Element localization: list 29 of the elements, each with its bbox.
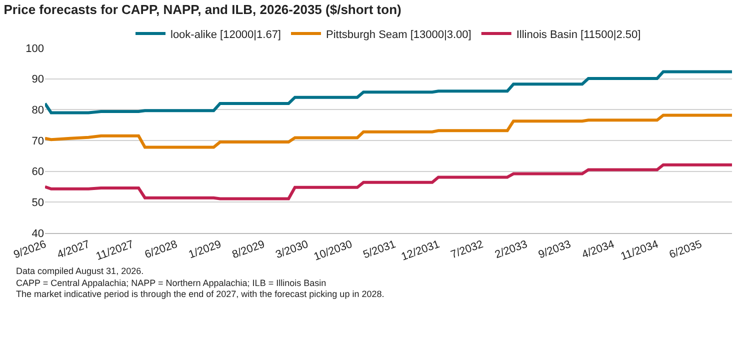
x-tick-label: 4/2034 bbox=[580, 238, 616, 262]
text: The market indicative period is through the end of 2027, with the forecast picking up in 2028. bbox=[16, 289, 384, 299]
text: Data compiled August 31, 2026. bbox=[16, 266, 144, 276]
y-tick-label: 50 bbox=[32, 197, 44, 210]
y-tick-label: 70 bbox=[32, 135, 44, 148]
x-tick-label: 3/2030 bbox=[274, 238, 310, 262]
x-tick-label: 6/2035 bbox=[668, 238, 704, 262]
x-tick-label: 2/2033 bbox=[493, 238, 530, 262]
x-tick-label: 6/2028 bbox=[143, 238, 180, 262]
y-tick-label: 90 bbox=[32, 74, 44, 86]
y-tick-label: 100 bbox=[26, 42, 44, 55]
y-tick-label: 80 bbox=[32, 104, 44, 117]
x-tick-label: 5/2031 bbox=[362, 238, 398, 262]
x-tick-label: 8/2029 bbox=[230, 238, 266, 262]
line-series bbox=[45, 70, 732, 114]
x-tick-label: 9/2033 bbox=[536, 238, 573, 262]
x-tick-label: 4/2027 bbox=[56, 238, 92, 262]
x-tick-label: 7/2032 bbox=[449, 238, 485, 262]
y-tick-label: 40 bbox=[32, 228, 44, 240]
x-tick-label: 9/2026 bbox=[12, 238, 48, 262]
legend-label: Illinois Basin [11500|2.50] bbox=[516, 28, 641, 41]
line-series bbox=[45, 114, 732, 149]
text: CAPP = Central Appalachia; NAPP = Northern Appalachia; ILB = Illinois Basin bbox=[16, 278, 326, 288]
y-tick-label: 60 bbox=[32, 166, 44, 178]
x-tick-label: 1/2029 bbox=[187, 238, 223, 262]
line-series bbox=[45, 163, 732, 200]
legend-label: look-alike [12000|1.67] bbox=[170, 28, 281, 41]
legend-label: Pittsburgh Seam [13000|3.00] bbox=[326, 28, 472, 41]
chart-title: Price forecasts for CAPP, NAPP, and ILB, 2026-2035 ($/short ton) bbox=[4, 2, 402, 18]
